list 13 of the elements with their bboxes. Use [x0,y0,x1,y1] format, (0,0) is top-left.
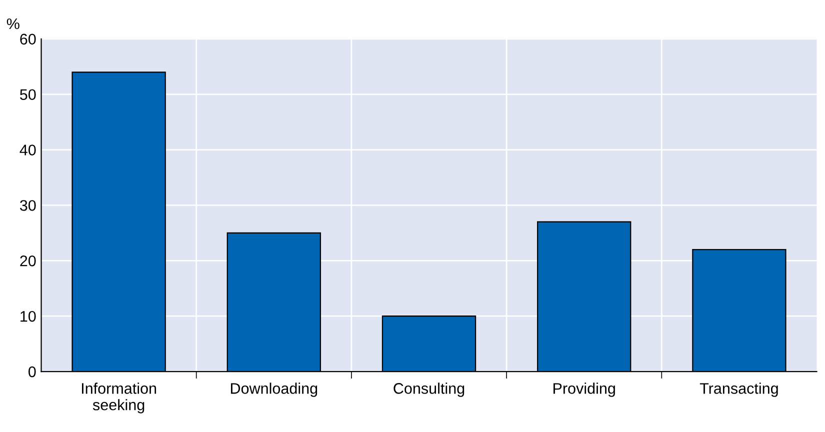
y-tick-label: 10 [20,310,36,322]
x-tick-label: Information seeking [82,382,156,414]
y-axis-title: % [6,18,20,30]
y-tick-label: 60 [20,34,36,45]
x-tick-label: Providing [554,382,615,397]
x-tick-label: Transacting [700,382,778,397]
y-tick-label: 30 [20,200,36,211]
y-tick-label: 50 [20,89,36,100]
x-tick-label: Consulting [394,382,464,397]
x-tick-label: Downloading [230,382,318,397]
y-tick-label: 20 [20,256,36,266]
y-tick-label: 0 [28,366,36,378]
y-tick-label: 40 [20,144,36,156]
